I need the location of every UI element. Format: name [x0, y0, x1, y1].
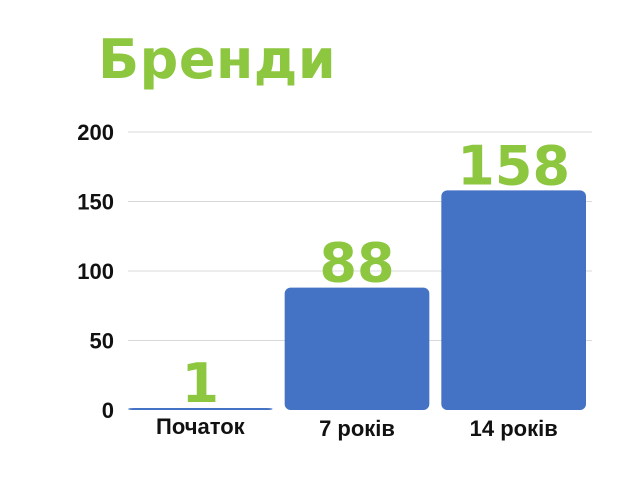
- data-label: 88: [319, 232, 394, 295]
- y-tick-label: 200: [77, 120, 114, 145]
- y-tick-label: 150: [77, 190, 114, 215]
- x-category-label: Початок: [156, 414, 246, 439]
- data-label: 1: [182, 352, 220, 415]
- y-tick-label: 50: [90, 329, 114, 354]
- x-category-label: 14 років: [470, 416, 558, 441]
- y-tick-label: 0: [102, 398, 114, 423]
- bar: [441, 190, 586, 410]
- bars: [128, 190, 586, 410]
- x-axis-categories: Початок 7 років 14 років: [156, 414, 558, 441]
- y-tick-label: 100: [77, 259, 114, 284]
- data-label: 158: [457, 134, 570, 197]
- bar: [128, 408, 273, 410]
- chart-title: Бренди: [98, 28, 337, 91]
- bar: [284, 287, 430, 410]
- y-axis-ticks: 0 50 100 150 200: [77, 120, 114, 423]
- data-labels: 1 88 158: [182, 134, 570, 415]
- x-category-label: 7 років: [319, 416, 395, 441]
